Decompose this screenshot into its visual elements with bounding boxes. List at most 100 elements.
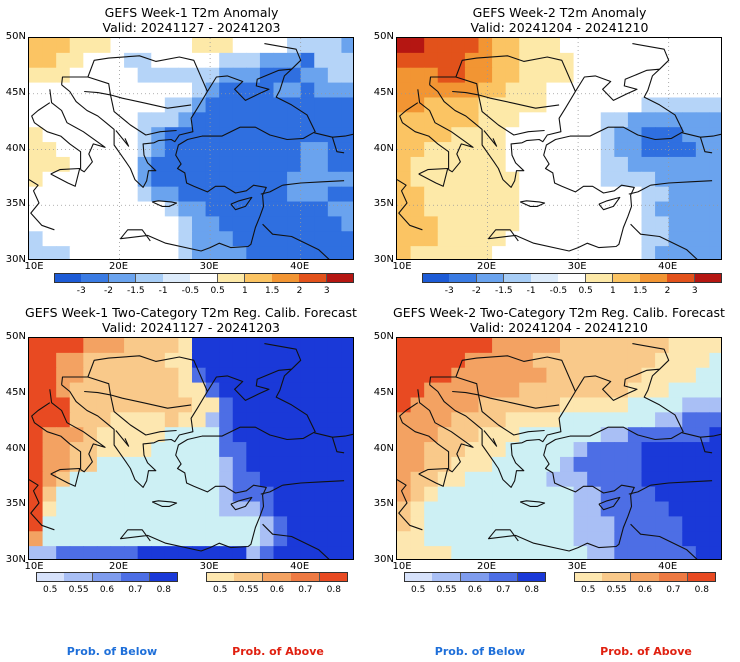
field-cell (341, 338, 353, 354)
field-cell (573, 38, 588, 54)
field-cell (655, 127, 670, 143)
field-cell (546, 112, 561, 128)
colorbar-swatch (476, 273, 505, 283)
field-cell (246, 531, 261, 547)
field-cell (151, 516, 166, 532)
field-cell (56, 501, 71, 517)
field-cell (246, 427, 261, 443)
colorbar-swatch (64, 572, 94, 582)
field-cell (137, 97, 152, 113)
field-cell (83, 171, 98, 188)
field-cell (164, 412, 180, 428)
field-cell (232, 142, 247, 158)
field-cell (519, 486, 534, 503)
field-cell (668, 442, 683, 458)
field-cell (314, 338, 329, 354)
field-cell (96, 171, 112, 188)
field-cell (451, 97, 466, 113)
colorbar-swatch (531, 273, 559, 283)
field-cell (178, 352, 193, 369)
field-cell (69, 246, 84, 259)
field-cell (341, 427, 353, 443)
field-cell (287, 486, 302, 503)
field-cell (519, 397, 534, 413)
field-cell (573, 52, 588, 69)
field-cell (42, 516, 57, 532)
field-cell (205, 38, 220, 54)
field-cell (397, 97, 412, 113)
field-cell (492, 516, 507, 532)
field-cell (327, 97, 343, 113)
field-cell (437, 501, 452, 517)
field-cell (287, 97, 302, 113)
field-cell (124, 67, 139, 84)
field-cell (424, 427, 439, 443)
field-cell (668, 427, 683, 443)
field-cell (655, 531, 670, 547)
field-cell (587, 412, 602, 428)
field-cell (464, 231, 480, 247)
field-cell (246, 82, 261, 99)
field-cell (178, 112, 193, 128)
colorbar-swatch (108, 273, 137, 283)
coastline (264, 43, 302, 70)
field-cell (478, 382, 493, 399)
field-cell (424, 127, 439, 143)
field-cell (695, 231, 711, 247)
field-cell (300, 186, 315, 203)
field-cell (532, 112, 548, 128)
panel-1-title-text: GEFS Week-1 T2m Anomaly (104, 5, 279, 20)
field-cell (492, 142, 507, 158)
field-cell (69, 201, 84, 217)
longitude-label: 10E (392, 561, 412, 572)
coastline (119, 135, 267, 252)
field-cell (614, 471, 629, 488)
field-cell (42, 186, 57, 203)
field-cell (668, 352, 683, 369)
field-cell (410, 231, 425, 247)
field-cell (695, 442, 711, 458)
field-cell (69, 186, 84, 203)
field-cell (219, 427, 234, 443)
field-cell (327, 442, 343, 458)
field-cell (627, 156, 643, 173)
field-cell (600, 352, 615, 369)
field-cell (397, 397, 412, 413)
field-cell (451, 216, 466, 232)
field-cell (709, 456, 721, 473)
field-cell (410, 456, 425, 473)
field-cell (641, 338, 656, 354)
colorbar-label: 0.7 (128, 585, 143, 595)
field-cell (124, 486, 139, 503)
colorbar-label: 1.5 (265, 286, 280, 296)
field-cell (424, 67, 439, 84)
field-cell (314, 471, 329, 488)
field-cell (137, 501, 152, 517)
colorbar-swatch (163, 273, 191, 283)
field-cell (451, 246, 466, 259)
field-cell (546, 442, 561, 458)
field-cell (437, 382, 452, 399)
field-cell (314, 156, 329, 173)
field-cell (83, 201, 98, 217)
field-cell (246, 412, 261, 428)
coastline (418, 167, 449, 187)
field-cell (682, 442, 697, 458)
field-cell (505, 382, 520, 399)
field-cell (397, 171, 412, 188)
field-cell (709, 216, 721, 232)
coastline (598, 496, 621, 511)
coastline (429, 68, 684, 188)
field-cell (110, 382, 125, 399)
field-cell (464, 352, 480, 369)
field-cell (410, 156, 425, 173)
field-cell (668, 67, 683, 84)
field-cell (178, 82, 193, 99)
field-cell (192, 516, 207, 532)
field-cell (546, 156, 561, 173)
colorbar-label: 0.8 (524, 585, 539, 595)
field-cell (614, 501, 629, 517)
field-cell (42, 338, 57, 354)
field-cell (205, 531, 220, 547)
field-cell (69, 442, 84, 458)
